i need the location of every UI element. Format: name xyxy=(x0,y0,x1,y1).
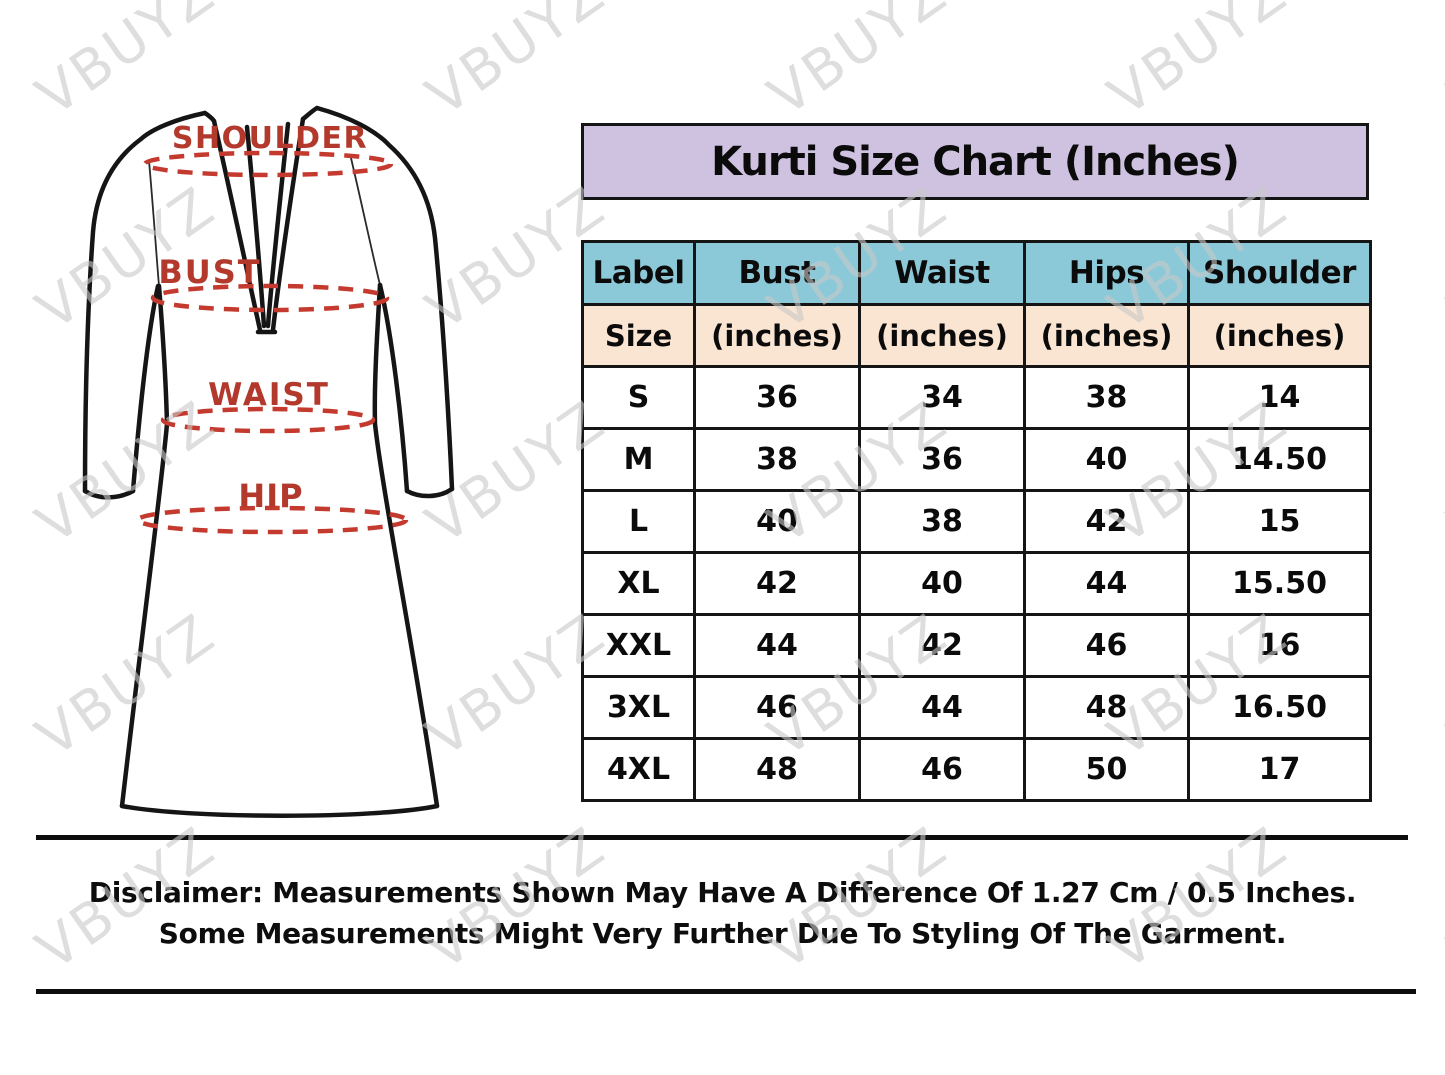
size-chart-table-body: S 36 34 38 14 M 38 36 40 14.50 L 40 38 42 15 XL 42 40 44 15… xyxy=(581,365,1372,802)
value-cell: 36 xyxy=(858,427,1026,492)
size-cell: XL xyxy=(581,551,696,616)
watermark-text: VBUYZ xyxy=(756,0,959,129)
kurti-outline xyxy=(82,105,455,818)
table-row: M 38 36 40 14.50 xyxy=(581,427,1372,492)
value-cell: 42 xyxy=(858,613,1026,678)
value-cell: 14 xyxy=(1187,365,1372,430)
value-cell: 15 xyxy=(1187,489,1372,554)
value-cell: 44 xyxy=(693,613,861,678)
value-cell: 15.50 xyxy=(1187,551,1372,616)
value-cell: 46 xyxy=(1023,613,1190,678)
disclaimer-line-2: Some Measurements Might Very Further Due… xyxy=(158,917,1287,950)
value-cell: 40 xyxy=(1023,427,1190,492)
size-cell: L xyxy=(581,489,696,554)
waist-measure-line xyxy=(160,406,376,434)
value-cell: 16.50 xyxy=(1187,675,1372,740)
value-cell: 17 xyxy=(1187,737,1372,802)
table-row: Label Bust Waist Hips Shoulder xyxy=(581,240,1372,306)
value-cell: 38 xyxy=(858,489,1026,554)
size-chart-table-head: Label Bust Waist Hips Shoulder Size (inches) (i… xyxy=(581,240,1372,368)
disclaimer-line-1: Disclaimer: Measurements Shown May Have … xyxy=(88,876,1357,909)
value-cell: 36 xyxy=(693,365,861,430)
column-header-hips: Hips xyxy=(1023,240,1190,306)
shoulder-label: SHOULDER xyxy=(172,121,368,156)
value-cell: 38 xyxy=(693,427,861,492)
disclaimer: Disclaimer: Measurements Shown May Have … xyxy=(0,872,1445,954)
watermark-text: VBUYZ xyxy=(1436,173,1445,343)
watermark-text: VBUYZ xyxy=(1436,0,1445,129)
bust-measure-line xyxy=(150,283,390,313)
column-header-shoulder: Shoulder xyxy=(1187,240,1372,306)
value-cell: 40 xyxy=(693,489,861,554)
watermark-text: VBUYZ xyxy=(1096,0,1299,129)
size-cell: S xyxy=(581,365,696,430)
value-cell: 44 xyxy=(1023,551,1190,616)
value-cell: 14.50 xyxy=(1187,427,1372,492)
shoulder-measure-line xyxy=(142,150,394,178)
value-cell: 34 xyxy=(858,365,1026,430)
table-row: Size (inches) (inches) (inches) (inches) xyxy=(581,303,1372,368)
value-cell: 48 xyxy=(693,737,861,802)
column-header-label: Label xyxy=(581,240,696,306)
value-cell: 42 xyxy=(1023,489,1190,554)
value-cell: 46 xyxy=(693,675,861,740)
size-cell: 4XL xyxy=(581,737,696,802)
subheader-units: (inches) xyxy=(1023,303,1190,368)
hip-measure-line xyxy=(135,505,409,535)
chart-title: Kurti Size Chart (Inches) xyxy=(711,138,1240,185)
column-header-bust: Bust xyxy=(693,240,861,306)
size-cell: XXL xyxy=(581,613,696,678)
watermark-text: VBUYZ xyxy=(1436,387,1445,557)
watermark-text: VBUYZ xyxy=(1436,600,1445,770)
waist-label: WAIST xyxy=(208,377,330,413)
table-row: S 36 34 38 14 xyxy=(581,365,1372,430)
bust-label: BUST xyxy=(158,253,261,291)
value-cell: 44 xyxy=(858,675,1026,740)
value-cell: 42 xyxy=(693,551,861,616)
column-header-waist: Waist xyxy=(858,240,1026,306)
hip-label: HIP xyxy=(238,477,303,515)
size-cell: M xyxy=(581,427,696,492)
size-cell: 3XL xyxy=(581,675,696,740)
value-cell: 16 xyxy=(1187,613,1372,678)
value-cell: 50 xyxy=(1023,737,1190,802)
table-row: XXL 44 42 46 16 xyxy=(581,613,1372,678)
value-cell: 48 xyxy=(1023,675,1190,740)
divider-line-bottom xyxy=(36,989,1416,994)
table-row: L 40 38 42 15 xyxy=(581,489,1372,554)
table-row: XL 42 40 44 15.50 xyxy=(581,551,1372,616)
size-chart-table: Label Bust Waist Hips Shoulder Size (inches) (i… xyxy=(581,240,1372,802)
table-row: 3XL 46 44 48 16.50 xyxy=(581,675,1372,740)
kurti-measurement-diagram: SHOULDER BUST WAIST HIP xyxy=(82,105,455,818)
subheader-units: (inches) xyxy=(693,303,861,368)
subheader-units: (inches) xyxy=(1187,303,1372,368)
subheader-units: (inches) xyxy=(858,303,1026,368)
value-cell: 46 xyxy=(858,737,1026,802)
value-cell: 38 xyxy=(1023,365,1190,430)
subheader-size: Size xyxy=(581,303,696,368)
chart-title-bar: Kurti Size Chart (Inches) xyxy=(581,123,1369,200)
value-cell: 40 xyxy=(858,551,1026,616)
table-row: 4XL 48 46 50 17 xyxy=(581,737,1372,802)
divider-line-top xyxy=(36,835,1408,840)
